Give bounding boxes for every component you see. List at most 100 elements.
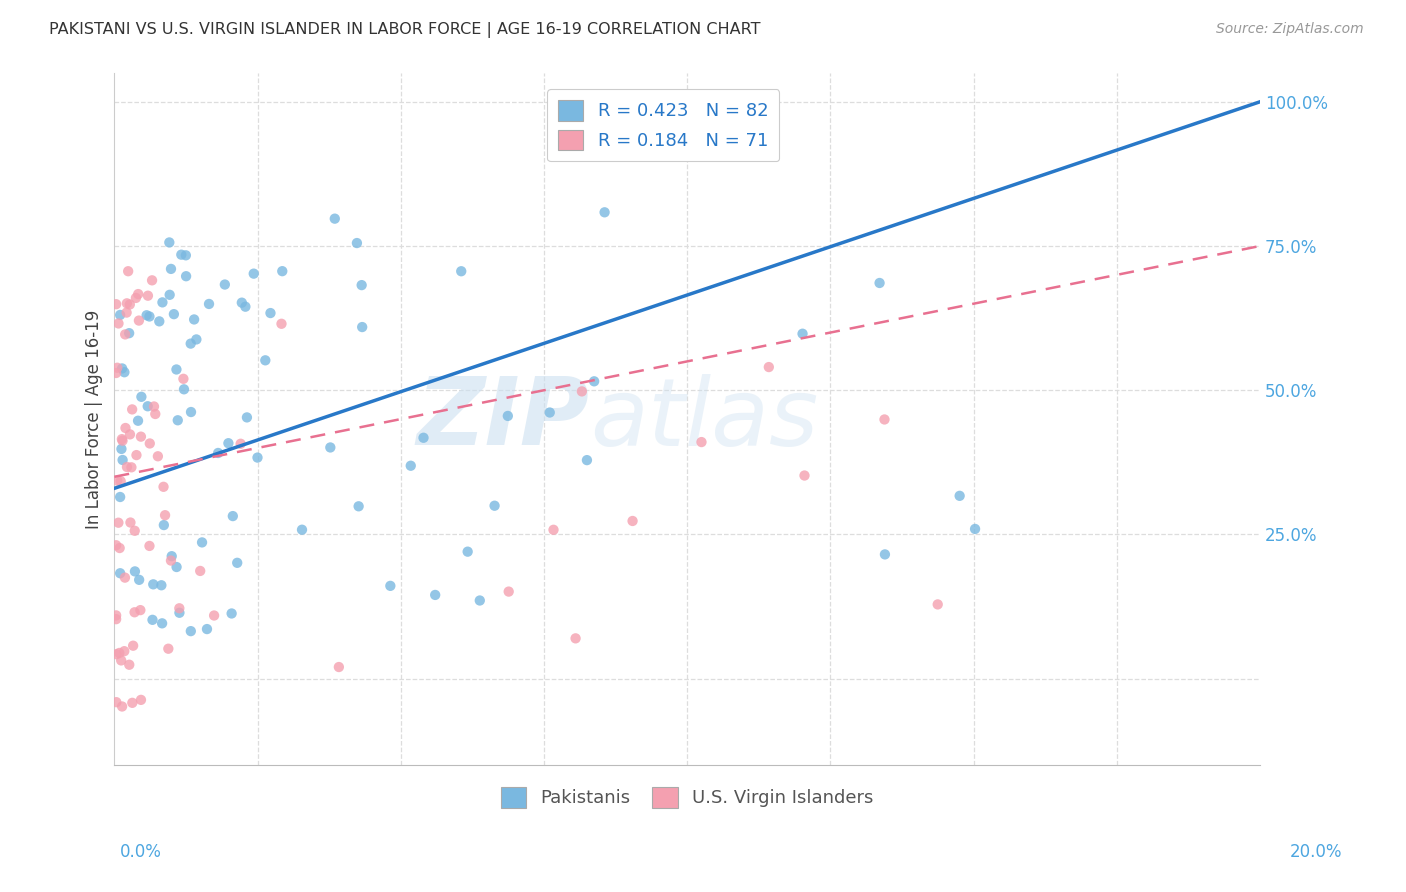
Point <box>207 446 229 460</box>
Point <box>105 695 128 709</box>
Point <box>328 660 350 674</box>
Point <box>125 291 148 305</box>
Point <box>496 409 519 423</box>
Point <box>346 235 368 250</box>
Point <box>222 509 245 524</box>
Point <box>111 699 134 714</box>
Point <box>690 435 713 450</box>
Point <box>120 460 142 475</box>
Point <box>127 414 149 428</box>
Text: atlas: atlas <box>589 374 818 465</box>
Point <box>180 405 202 419</box>
Point <box>183 312 205 326</box>
Point <box>108 541 131 555</box>
Point <box>347 500 370 514</box>
Point <box>114 421 136 435</box>
Point <box>236 410 259 425</box>
Point <box>593 205 616 219</box>
Point <box>111 432 134 446</box>
Point <box>166 560 188 574</box>
Point <box>927 598 949 612</box>
Point <box>153 518 176 533</box>
Point <box>538 405 561 419</box>
Point <box>214 277 236 292</box>
Point <box>543 523 565 537</box>
Point <box>118 326 141 341</box>
Point <box>412 431 434 445</box>
Point <box>138 539 160 553</box>
Point <box>792 326 814 341</box>
Point <box>118 657 141 672</box>
Point <box>115 460 138 475</box>
Legend: Pakistanis, U.S. Virgin Islanders: Pakistanis, U.S. Virgin Islanders <box>494 780 880 815</box>
Point <box>128 573 150 587</box>
Point <box>136 289 159 303</box>
Point <box>165 362 187 376</box>
Point <box>114 327 136 342</box>
Point <box>139 436 162 450</box>
Point <box>105 474 128 488</box>
Point <box>229 437 252 451</box>
Point <box>105 538 128 552</box>
Point <box>457 544 479 558</box>
Point <box>129 430 152 444</box>
Point <box>105 366 128 380</box>
Point <box>105 297 128 311</box>
Point <box>235 300 257 314</box>
Point <box>621 514 644 528</box>
Point <box>150 578 173 592</box>
Point <box>468 593 491 607</box>
Point <box>110 474 132 488</box>
Point <box>291 523 314 537</box>
Point <box>125 448 148 462</box>
Point <box>124 605 146 619</box>
Point <box>254 353 277 368</box>
Point <box>271 264 294 278</box>
Point <box>105 612 128 626</box>
Point <box>186 333 208 347</box>
Point <box>188 564 211 578</box>
Point <box>143 407 166 421</box>
Point <box>117 264 139 278</box>
Point <box>105 608 128 623</box>
Point <box>425 588 447 602</box>
Point <box>172 372 194 386</box>
Y-axis label: In Labor Force | Age 16-19: In Labor Force | Age 16-19 <box>86 310 103 529</box>
Point <box>484 499 506 513</box>
Point <box>135 308 157 322</box>
Point <box>115 296 138 310</box>
Point <box>319 441 342 455</box>
Point <box>118 297 141 311</box>
Text: 0.0%: 0.0% <box>120 843 162 861</box>
Point <box>180 624 202 639</box>
Point <box>108 490 131 504</box>
Point <box>157 235 180 250</box>
Point <box>231 295 253 310</box>
Point <box>107 317 129 331</box>
Point <box>564 632 586 646</box>
Point <box>111 361 134 376</box>
Point <box>869 276 891 290</box>
Point <box>141 273 163 287</box>
Point <box>180 336 202 351</box>
Point <box>963 522 986 536</box>
Point <box>129 693 152 707</box>
Point <box>148 314 170 328</box>
Point <box>138 310 160 324</box>
Text: ZIP: ZIP <box>418 373 589 465</box>
Point <box>108 566 131 581</box>
Point <box>120 516 142 530</box>
Point <box>174 248 197 262</box>
Point <box>160 553 183 567</box>
Point <box>129 603 152 617</box>
Point <box>350 278 373 293</box>
Point <box>793 468 815 483</box>
Point <box>242 267 264 281</box>
Point <box>166 413 188 427</box>
Point <box>873 548 896 562</box>
Point <box>169 606 191 620</box>
Point <box>114 571 136 585</box>
Point <box>758 360 780 375</box>
Point <box>152 480 174 494</box>
Point <box>160 549 183 564</box>
